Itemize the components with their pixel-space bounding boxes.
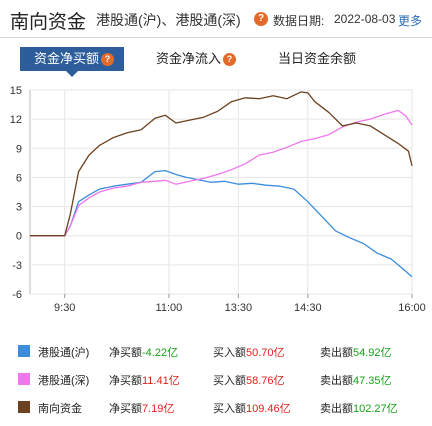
x-tick-label: 14:30 [294,302,322,314]
net-buy-label: 净买额 [109,403,142,415]
help-icon[interactable]: ? [223,53,237,67]
sell-label: 卖出额 [320,347,353,359]
buy-amount: 买入额58.76亿 [213,372,285,388]
buy-amount: 买入额50.70亿 [213,344,285,360]
y-tick-label: 3 [16,202,22,214]
page-subtitle: 港股通(沪)、港股通(深) [96,12,241,28]
date-value: 2022-08-03 [334,12,396,26]
legend-swatch [18,401,30,413]
net-buy-value: 7.19亿 [142,403,175,415]
net-buy-line-chart: 15 12 9 6 3 0 -3 -6 9:30 11:00 13:30 14:30 16:00 [10,85,426,314]
sell-label: 卖出额 [320,375,353,387]
x-tick-label: 9:30 [54,302,75,314]
buy-value: 58.76亿 [246,375,285,387]
sell-value: 47.35亿 [353,375,392,387]
legend-row: 港股通(沪) 净买额-4.22亿 买入额50.70亿 卖出额54.92亿 [0,340,432,362]
net-buy-label: 净买额 [109,375,142,387]
legend-name: 港股通(深) [38,375,90,387]
legend-swatch [18,373,30,385]
buy-value: 109.46亿 [246,403,291,415]
y-tick-label: 9 [16,143,22,155]
date-label: 数据日期: [273,14,325,28]
more-link[interactable]: 更多 [398,14,423,28]
buy-label: 买入额 [213,403,246,415]
legend-name: 港股通(沪) [38,347,90,359]
tab-label: 资金净流入 [156,51,222,66]
tab-net-inflow[interactable]: 资金净流入? [156,47,237,71]
plot-area [29,89,413,295]
x-tick-label: 13:30 [225,302,253,314]
legend-row: 港股通(深) 净买额11.41亿 买入额58.76亿 卖出额47.35亿 [0,368,432,390]
help-icon[interactable]: ? [254,12,268,26]
net-buy: 净买额7.19亿 [109,400,174,416]
tab-bar: 资金净买额? 资金净流入? 当日资金余额 [0,38,432,80]
y-tick-label: -6 [12,289,22,301]
legend-row: 南向资金 净买额7.19亿 买入额109.46亿 卖出额102.27亿 [0,396,432,418]
help-icon[interactable]: ? [101,53,115,67]
tab-net-buy[interactable]: 资金净买额? [20,47,124,77]
tab-label: 当日资金余额 [278,51,357,66]
sell-value: 54.92亿 [353,347,392,359]
legend-swatch [18,345,30,357]
net-buy: 净买额-4.22亿 [109,344,178,360]
sell-amount: 卖出额102.27亿 [320,400,398,416]
sell-label: 卖出额 [320,403,353,415]
y-tick-label: -3 [12,260,22,272]
series-line [30,109,413,237]
x-tick-label: 16:00 [398,302,426,314]
y-tick-label: 0 [16,231,22,243]
net-buy-label: 净买额 [109,347,142,359]
buy-amount: 买入额109.46亿 [213,400,291,416]
header: 南向资金 港股通(沪)、港股通(深) ? 数据日期: 2022-08-03 更多 [0,0,432,38]
series-line [30,169,413,278]
net-buy-value: 11.41亿 [142,375,180,387]
y-tick-label: 6 [16,172,22,184]
tab-daily-balance[interactable]: 当日资金余额 [278,47,356,71]
net-buy: 净买额11.41亿 [109,372,180,388]
series-line [30,91,413,237]
y-tick-label: 15 [10,85,22,97]
buy-label: 买入额 [213,375,246,387]
net-buy-value: -4.22亿 [142,347,179,359]
legend-name: 南向资金 [38,403,82,415]
tab-label: 资金净买额 [34,51,100,66]
sell-amount: 卖出额54.92亿 [320,344,392,360]
y-tick-label: 12 [10,114,22,126]
sell-value: 102.27亿 [353,403,398,415]
sell-amount: 卖出额47.35亿 [320,372,392,388]
page-title: 南向资金 [10,12,87,33]
buy-label: 买入额 [213,347,246,359]
buy-value: 50.70亿 [246,347,285,359]
x-tick-label: 11:00 [156,302,183,314]
